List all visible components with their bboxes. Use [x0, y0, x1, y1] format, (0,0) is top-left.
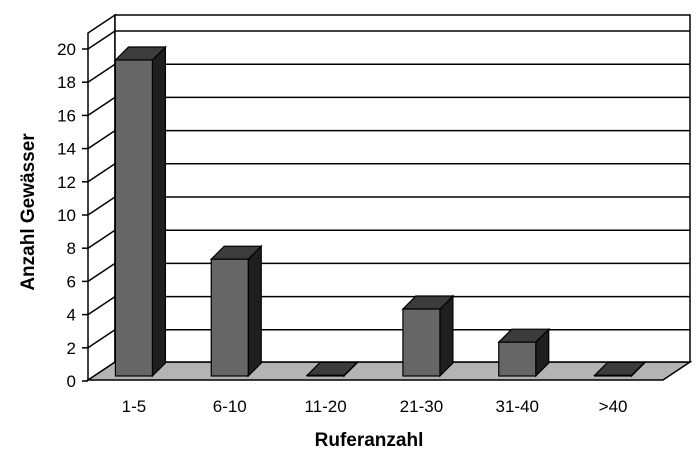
- y-tick-label: 14: [57, 140, 76, 159]
- bars: [113, 45, 647, 378]
- bar-front: [498, 341, 537, 377]
- bar-side: [151, 45, 167, 378]
- x-tick-label: >40: [599, 397, 628, 416]
- x-tick-labels: 1-5 6-10 11-20 21-30 31-40 >40: [122, 397, 628, 416]
- y-tick-label: 18: [57, 73, 76, 92]
- y-tick-label: 8: [67, 239, 76, 258]
- bar: [593, 360, 647, 378]
- bar: [305, 360, 359, 378]
- x-axis-title: Ruferanzahl: [315, 430, 424, 451]
- bar-front: [210, 258, 249, 377]
- bar-front: [114, 59, 154, 377]
- x-tick-label: 1-5: [122, 397, 147, 416]
- x-tick-label: 31-40: [496, 397, 539, 416]
- y-tick-label: 4: [67, 306, 76, 325]
- y-tick-label: 6: [67, 272, 76, 291]
- y-axis-title: Anzahl Gewässer: [18, 133, 39, 291]
- bar-side: [247, 244, 262, 378]
- y-tick-label: 20: [57, 40, 76, 59]
- bar: [497, 327, 551, 378]
- x-tick-label: 6-10: [213, 397, 247, 416]
- bar-front: [306, 374, 345, 377]
- bar: [209, 244, 263, 378]
- chart-side-wall: [87, 13, 116, 382]
- y-tick-label: 16: [57, 106, 76, 125]
- bar-front: [402, 308, 441, 377]
- bar-front: [593, 374, 633, 377]
- x-tick-label: 21-30: [400, 397, 443, 416]
- y-tick-label: 0: [67, 372, 76, 391]
- y-tick-label: 12: [57, 173, 76, 192]
- y-tick-label: 2: [67, 339, 76, 358]
- x-tick-label: 11-20: [304, 397, 346, 416]
- gridline: [87, 30, 690, 50]
- y-tick-labels: 0 2 4 6 8 10 12 14 16 18 20: [57, 40, 88, 391]
- y-tick-label: 10: [57, 206, 76, 225]
- bar-side: [439, 294, 454, 378]
- bar: [113, 45, 167, 378]
- bar: [401, 294, 455, 378]
